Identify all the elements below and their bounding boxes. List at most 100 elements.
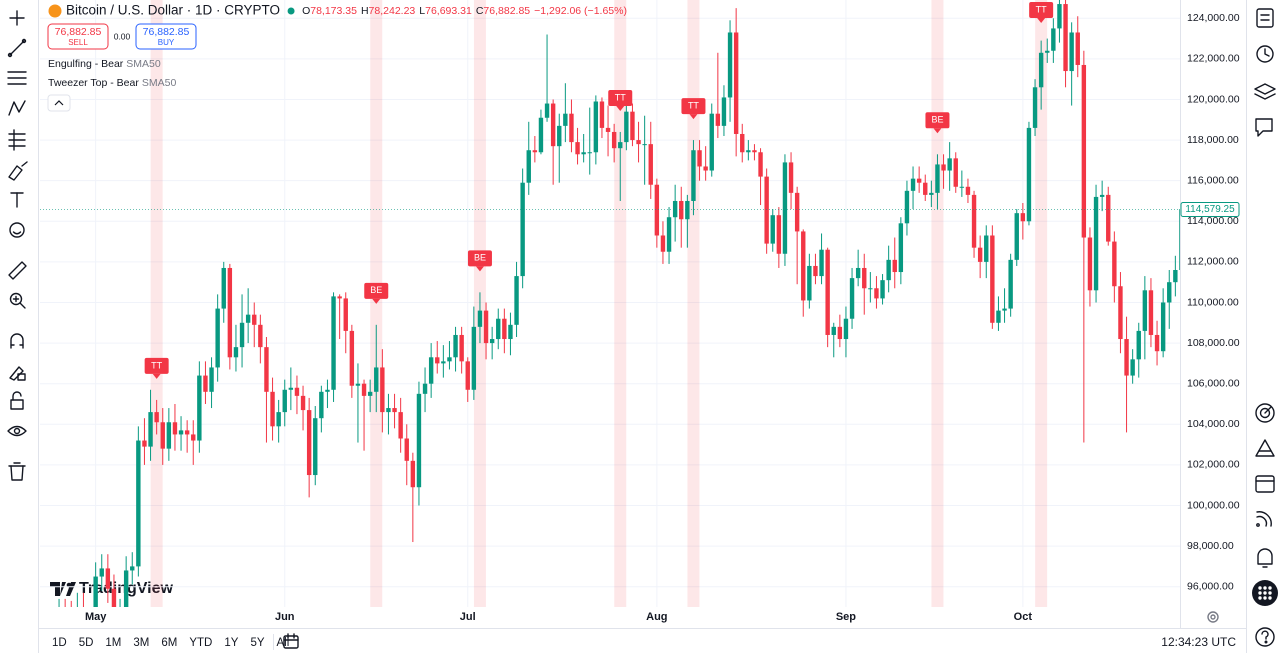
candle-body bbox=[142, 440, 147, 447]
tool-pattern[interactable] bbox=[8, 100, 26, 116]
timeframe-button[interactable]: 1D bbox=[52, 637, 67, 649]
candle-body bbox=[1026, 127, 1032, 222]
candle-body bbox=[837, 326, 843, 340]
candle-body bbox=[904, 190, 910, 224]
signal-text: BE bbox=[474, 253, 486, 263]
candle-body bbox=[258, 324, 263, 348]
candle-body bbox=[1142, 290, 1148, 331]
signal-text: TT bbox=[615, 92, 626, 102]
candle-body bbox=[996, 310, 1001, 323]
tool-brush[interactable] bbox=[8, 161, 28, 181]
tool-text[interactable] bbox=[10, 192, 24, 208]
candle-body bbox=[270, 391, 275, 427]
candle-body bbox=[1154, 334, 1160, 352]
timeframe-button[interactable]: YTD bbox=[189, 637, 212, 649]
x-tick-label: Sep bbox=[836, 611, 856, 623]
ohlc-key: O bbox=[302, 5, 310, 17]
candle-body bbox=[776, 215, 782, 254]
candle-body bbox=[160, 422, 165, 449]
plot-area bbox=[58, 0, 1180, 607]
indicator-name: Engulfing - Bear bbox=[48, 58, 124, 70]
date-range-button[interactable] bbox=[283, 633, 299, 649]
timeframe-button[interactable]: 5Y bbox=[250, 637, 264, 649]
chat-button[interactable] bbox=[1255, 118, 1273, 137]
candle-body bbox=[489, 339, 495, 344]
candle-body bbox=[1106, 194, 1111, 242]
candle-body bbox=[557, 125, 562, 147]
timeframe-button[interactable]: All bbox=[277, 637, 290, 649]
timeframe-button[interactable]: 5D bbox=[79, 637, 94, 649]
indicator-name: Tweezer Top - Bear bbox=[48, 77, 139, 89]
tool-lock[interactable] bbox=[10, 391, 24, 410]
tool-magnet[interactable] bbox=[10, 333, 24, 349]
tool-trendline[interactable] bbox=[7, 38, 27, 58]
alerts-button[interactable] bbox=[1256, 45, 1274, 63]
hotlists-button[interactable] bbox=[1255, 403, 1275, 423]
candle-body bbox=[99, 568, 104, 577]
candle-body bbox=[648, 144, 653, 185]
help-button[interactable] bbox=[1255, 627, 1275, 647]
tool-emoji[interactable] bbox=[9, 222, 25, 238]
candle-body bbox=[178, 430, 184, 435]
candle-body bbox=[1136, 330, 1141, 360]
news-button[interactable] bbox=[1256, 511, 1272, 527]
buy-box bbox=[135, 23, 197, 50]
candle-body bbox=[630, 111, 635, 141]
tool-ruler[interactable] bbox=[8, 261, 27, 280]
last-price-label: 114,579.25 bbox=[1185, 204, 1235, 215]
candle-body bbox=[788, 162, 794, 193]
layers-button[interactable] bbox=[1254, 83, 1276, 100]
candle-body bbox=[868, 288, 873, 290]
timeframe-button[interactable]: 1Y bbox=[224, 637, 238, 649]
timeframe-button[interactable]: 6M bbox=[161, 637, 177, 649]
ohlc-key: L bbox=[419, 5, 425, 17]
ideas-button[interactable] bbox=[1255, 439, 1275, 457]
candle-body bbox=[245, 314, 251, 323]
candle-body bbox=[209, 367, 214, 392]
tool-zoom[interactable] bbox=[9, 292, 26, 309]
ohlc-key: C bbox=[476, 5, 484, 17]
candle-body bbox=[758, 152, 763, 177]
signal-label: TT bbox=[144, 357, 169, 379]
candle-body bbox=[947, 158, 952, 171]
candle-body bbox=[971, 194, 977, 248]
x-tick-label: May bbox=[85, 611, 107, 623]
signal-text: TT bbox=[1036, 4, 1047, 14]
y-tick-label: 96,000.00 bbox=[1187, 580, 1234, 592]
tool-crosshair[interactable] bbox=[9, 10, 25, 26]
candle-body bbox=[544, 103, 550, 118]
candle-body bbox=[721, 97, 727, 126]
calendar-button[interactable] bbox=[1255, 475, 1275, 493]
candle-body bbox=[587, 152, 592, 154]
tool-lock-draw[interactable] bbox=[9, 366, 26, 381]
candle-body bbox=[508, 324, 513, 340]
apps-button[interactable] bbox=[1252, 580, 1278, 606]
tool-visibility[interactable] bbox=[7, 425, 27, 437]
notifications-button[interactable] bbox=[1257, 548, 1273, 568]
tool-forecast[interactable] bbox=[8, 129, 26, 151]
watchlist-button[interactable] bbox=[1256, 8, 1274, 28]
tool-fib[interactable] bbox=[7, 71, 27, 85]
candle-body bbox=[1124, 339, 1129, 376]
signal-label: TT bbox=[608, 89, 633, 111]
collapse-button[interactable] bbox=[47, 94, 71, 112]
signal-text: TT bbox=[688, 100, 699, 110]
signal-band bbox=[1035, 0, 1048, 607]
x-tick-label: Jun bbox=[275, 611, 295, 623]
candle-body bbox=[1038, 52, 1044, 88]
signal-text: BE bbox=[931, 115, 943, 125]
ohlc-change: −1,292.06 (−1.65%) bbox=[534, 5, 627, 17]
timeframe-button[interactable]: 3M bbox=[133, 637, 149, 649]
x-tick-label: Aug bbox=[646, 611, 667, 623]
tool-delete[interactable] bbox=[8, 462, 26, 481]
signal-label: BE bbox=[467, 250, 492, 272]
candle-body bbox=[733, 32, 739, 134]
timeframe-button[interactable]: 1M bbox=[105, 637, 121, 649]
candle-body bbox=[910, 178, 916, 191]
candle-body bbox=[691, 150, 696, 201]
right-toolbar bbox=[1246, 0, 1278, 653]
axis-settings[interactable] bbox=[1207, 611, 1219, 623]
candle-body bbox=[197, 375, 202, 441]
